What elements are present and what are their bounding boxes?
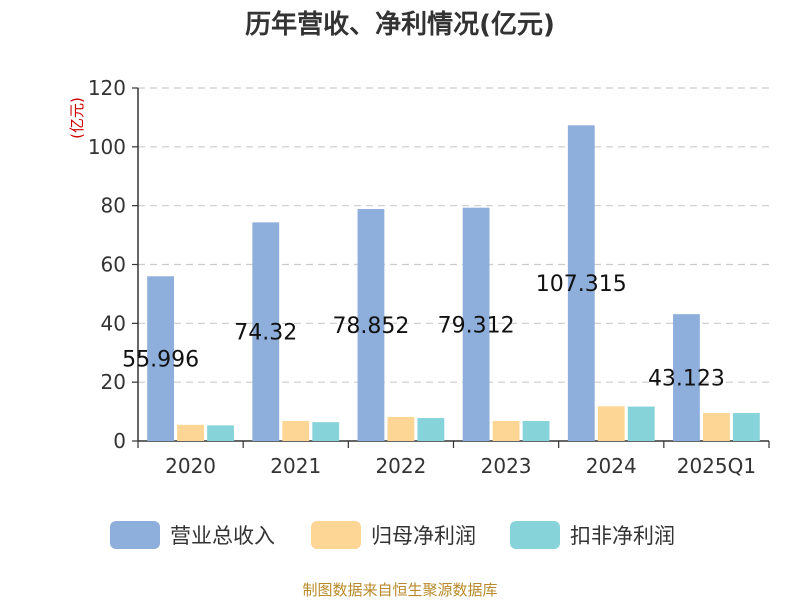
source-note: 制图数据来自恒生聚源数据库: [302, 581, 497, 599]
bar-3-2020[interactable]: [207, 425, 234, 441]
data-label: 74.32: [234, 321, 297, 346]
y-tick-label: 60: [101, 253, 126, 277]
bar-1-2020[interactable]: [147, 276, 175, 441]
legend-swatch[interactable]: [510, 521, 560, 549]
x-tick-labels: 2020 2021 2022 2023 2024 2025Q1: [137, 441, 770, 478]
bar-1-2022[interactable]: [357, 209, 385, 441]
bar-1-2024[interactable]: [567, 125, 595, 442]
legend[interactable]: 营业总收入 归母净利润 扣非净利润: [110, 521, 675, 549]
bar-3-2025Q1[interactable]: [732, 413, 760, 441]
bar-2-2021[interactable]: [282, 420, 310, 441]
bar-2-2024[interactable]: [597, 406, 625, 441]
legend-label[interactable]: 营业总收入: [170, 524, 275, 548]
data-label: 43.123: [648, 367, 725, 392]
bar-1-2021[interactable]: [252, 222, 280, 441]
y-axis-label: (亿元): [68, 97, 86, 139]
bar-1-2023[interactable]: [462, 207, 490, 441]
data-label: 107.315: [536, 272, 627, 297]
bar-3-2022[interactable]: [417, 418, 445, 441]
y-tick-label: 80: [101, 194, 126, 218]
bar-2-2022[interactable]: [387, 416, 415, 441]
bar-2-2023[interactable]: [492, 420, 520, 441]
y-tick-labels: 0 20 40 60 80 100 120: [88, 76, 138, 453]
x-tick-label: 2025Q1: [677, 454, 756, 478]
x-tick-label: 2020: [165, 454, 216, 478]
data-labels: 55.996 74.32 78.852 79.312 107.315 43.123: [122, 272, 725, 391]
x-tick-label: 2022: [375, 454, 426, 478]
y-tick-label: 120: [88, 76, 126, 100]
chart-title: 历年营收、净利情况(亿元): [245, 9, 555, 40]
legend-swatch[interactable]: [110, 521, 160, 549]
bar-3-2023[interactable]: [522, 420, 550, 441]
y-tick-label: 100: [88, 135, 126, 159]
y-tick-label: 0: [113, 429, 126, 453]
data-label: 55.996: [122, 348, 199, 373]
data-label: 78.852: [332, 314, 409, 339]
grid-lines: [138, 87, 769, 383]
x-tick-label: 2021: [270, 454, 321, 478]
bar-3-2021[interactable]: [312, 422, 340, 441]
legend-label[interactable]: 归母净利润: [371, 524, 476, 548]
bar-3-2024[interactable]: [627, 406, 655, 441]
legend-label[interactable]: 扣非净利润: [570, 524, 675, 548]
y-tick-label: 20: [101, 370, 126, 394]
x-tick-label: 2023: [481, 454, 532, 478]
bar-2-2020[interactable]: [177, 424, 204, 441]
bar-1-2025Q1[interactable]: [673, 314, 700, 441]
data-label: 79.312: [438, 313, 515, 338]
legend-swatch[interactable]: [311, 521, 361, 549]
bar-2-2025Q1[interactable]: [703, 413, 730, 441]
bars: [147, 125, 760, 442]
y-tick-label: 40: [101, 311, 126, 335]
x-tick-label: 2024: [586, 454, 637, 478]
